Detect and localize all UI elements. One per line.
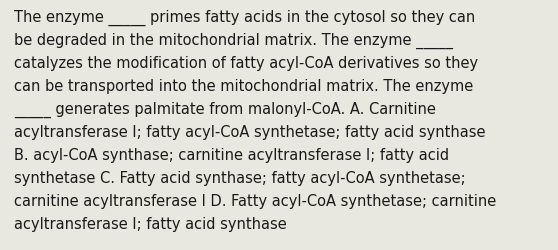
Text: catalyzes the modification of fatty acyl-CoA derivatives so they: catalyzes the modification of fatty acyl… bbox=[14, 56, 478, 71]
Text: acyltransferase I; fatty acid synthase: acyltransferase I; fatty acid synthase bbox=[14, 216, 287, 231]
Text: synthetase C. Fatty acid synthase; fatty acyl-CoA synthetase;: synthetase C. Fatty acid synthase; fatty… bbox=[14, 170, 465, 185]
Text: acyltransferase I; fatty acyl-CoA synthetase; fatty acid synthase: acyltransferase I; fatty acyl-CoA synthe… bbox=[14, 124, 485, 140]
Text: B. acyl-CoA synthase; carnitine acyltransferase I; fatty acid: B. acyl-CoA synthase; carnitine acyltran… bbox=[14, 148, 449, 162]
Text: carnitine acyltransferase I D. Fatty acyl-CoA synthetase; carnitine: carnitine acyltransferase I D. Fatty acy… bbox=[14, 193, 496, 208]
Text: _____ generates palmitate from malonyl-CoA. A. Carnitine: _____ generates palmitate from malonyl-C… bbox=[14, 102, 436, 118]
Text: be degraded in the mitochondrial matrix. The enzyme _____: be degraded in the mitochondrial matrix.… bbox=[14, 33, 453, 49]
Text: can be transported into the mitochondrial matrix. The enzyme: can be transported into the mitochondria… bbox=[14, 79, 473, 94]
Text: The enzyme _____ primes fatty acids in the cytosol so they can: The enzyme _____ primes fatty acids in t… bbox=[14, 10, 475, 26]
